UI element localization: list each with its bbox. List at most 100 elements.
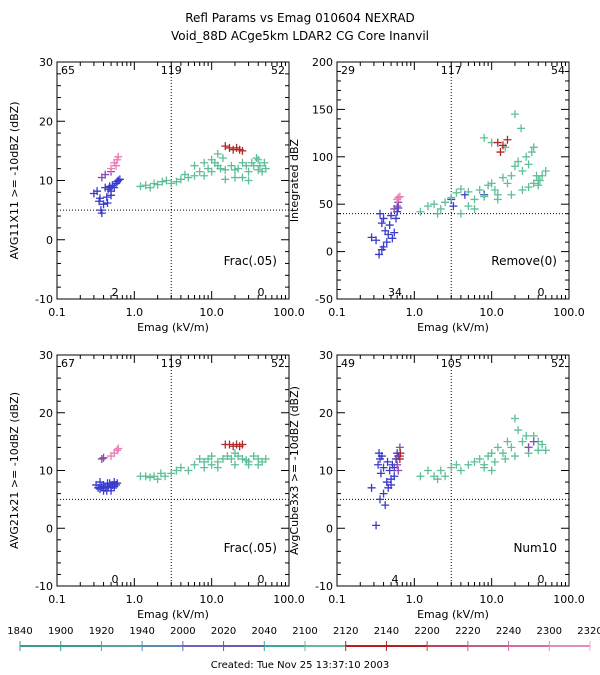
data-point-red — [503, 135, 512, 144]
data-point-blue — [110, 478, 119, 487]
y-tick-label: 200 — [312, 56, 333, 69]
data-point-purple — [97, 454, 106, 463]
data-point-teal — [190, 161, 199, 170]
data-point-teal — [487, 449, 496, 458]
data-point-teal — [200, 171, 209, 180]
data-point-teal — [176, 463, 185, 472]
data-point-teal — [447, 463, 456, 472]
data-point-teal — [244, 460, 253, 469]
x-tick-label: 1.0 — [126, 306, 144, 319]
y-tick-label: 100 — [312, 151, 333, 164]
data-point-blue — [382, 478, 391, 487]
x-axis-label: Emag (kV/m) — [417, 608, 489, 621]
y-tick-label: 30 — [39, 56, 53, 69]
count-top-mid: 105 — [441, 357, 462, 370]
data-point-teal — [200, 463, 209, 472]
data-point-teal — [230, 460, 239, 469]
colorbar-label: 2320 — [577, 626, 600, 637]
data-point-blue — [381, 501, 390, 510]
y-tick-label: 10 — [319, 465, 333, 478]
x-tick-label: 100.0 — [553, 593, 585, 606]
data-point-blue — [384, 230, 393, 239]
data-point-teal — [541, 167, 550, 176]
x-tick-label: 10.0 — [479, 593, 504, 606]
y-axis-label: Integrated dBZ — [288, 138, 301, 222]
data-point-pink — [395, 192, 404, 201]
data-point-teal — [261, 164, 270, 173]
data-point-blue — [379, 489, 388, 498]
colorbar-label: 2040 — [252, 626, 277, 637]
data-point-teal — [456, 466, 465, 475]
count-bottom-mid: 4 — [392, 573, 399, 586]
data-point-teal — [254, 165, 263, 174]
y-tick-label: -10 — [35, 293, 53, 306]
y-axis-label: AvgCube3x3 >= -10dBZ (dBZ) — [288, 386, 301, 555]
colorbar-label: 2000 — [170, 626, 195, 637]
count-top-mid: 119 — [161, 357, 182, 370]
data-point-teal — [190, 171, 199, 180]
data-point-blue — [385, 221, 394, 230]
x-tick-label: 0.1 — [48, 306, 66, 319]
data-point-teal — [207, 452, 216, 461]
y-tick-label: 20 — [39, 407, 53, 420]
data-point-blue — [382, 238, 391, 247]
data-point-teal — [216, 164, 225, 173]
x-tick-label: 1.0 — [406, 593, 424, 606]
data-point-teal — [162, 176, 171, 185]
count-bottom-right: 0 — [258, 286, 265, 299]
data-point-teal — [252, 153, 261, 162]
x-axis-label: Emag (kV/m) — [137, 608, 209, 621]
colorbar-label: 2020 — [211, 626, 236, 637]
colorbar-label: 1840 — [7, 626, 32, 637]
data-point-pink — [112, 161, 121, 170]
data-point-teal — [517, 124, 526, 133]
data-point-teal — [470, 457, 479, 466]
y-tick-label: -10 — [35, 580, 53, 593]
colorbar-label: 2300 — [537, 626, 562, 637]
y-tick-label: 150 — [312, 103, 333, 116]
data-point-red — [225, 440, 234, 449]
data-point-teal — [484, 181, 493, 190]
data-point-blue — [376, 495, 385, 504]
data-point-teal — [534, 446, 543, 455]
y-axis-label: AVG11X11 >= -10dBZ (dBZ) — [8, 101, 21, 259]
figure-title-line1: Refl Params vs Emag 010604 NEXRAD — [185, 11, 415, 25]
data-point-red — [238, 440, 247, 449]
colorbar-label: 2220 — [455, 626, 480, 637]
data-point-teal — [221, 175, 230, 184]
data-point-teal — [490, 185, 499, 194]
data-point-teal — [218, 153, 227, 162]
data-point-teal — [507, 171, 516, 180]
colorbar-label: 2200 — [414, 626, 439, 637]
data-point-teal — [447, 193, 456, 202]
data-point-teal — [167, 179, 176, 188]
data-point-blue — [367, 483, 376, 492]
data-point-blue — [377, 219, 386, 228]
y-tick-label: 30 — [39, 349, 53, 362]
data-point-blue — [379, 463, 388, 472]
x-tick-label: 1.0 — [406, 306, 424, 319]
data-point-teal — [242, 161, 251, 170]
data-point-teal — [213, 463, 222, 472]
data-point-purple — [99, 453, 108, 462]
data-point-blue — [114, 176, 123, 185]
x-tick-label: 10.0 — [199, 306, 224, 319]
data-point-teal — [527, 148, 536, 157]
data-point-teal — [260, 158, 269, 167]
data-point-teal — [172, 177, 181, 186]
data-point-teal — [436, 204, 445, 213]
count-bottom-mid: 2 — [112, 286, 119, 299]
count-bottom-right: 0 — [258, 573, 265, 586]
data-point-teal — [416, 472, 425, 481]
data-point-blue — [93, 187, 102, 196]
count-top-left: 49 — [341, 357, 355, 370]
data-point-teal — [510, 414, 519, 423]
count-top-mid: 119 — [161, 64, 182, 77]
data-point-teal — [156, 469, 165, 478]
data-point-teal — [487, 466, 496, 475]
data-point-teal — [141, 472, 150, 481]
count-bottom-mid: 34 — [388, 286, 402, 299]
x-tick-label: 10.0 — [479, 306, 504, 319]
data-point-teal — [433, 475, 442, 484]
data-point-teal — [158, 177, 167, 186]
